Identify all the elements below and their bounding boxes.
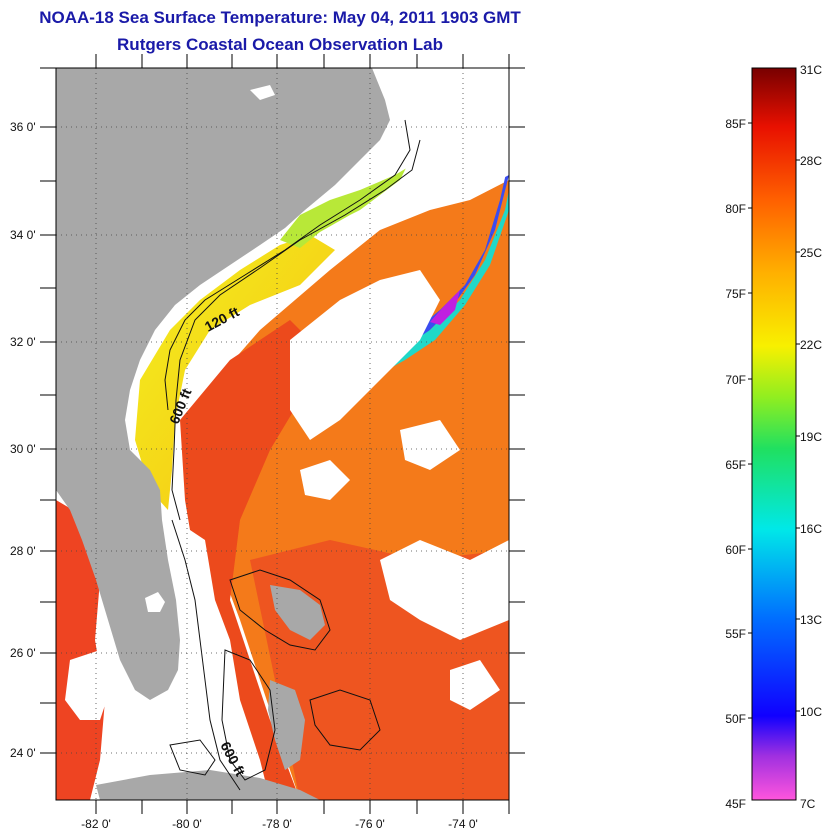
colorbar-label-f: 80F [725,202,746,216]
lon-label: -76 0' [355,817,385,831]
cold-water-purple [430,290,460,325]
colorbar [751,67,797,801]
colorbar-label-f: 65F [725,458,746,472]
gulf-cloud [65,650,110,720]
lon-label: -78 0' [262,817,292,831]
lat-label: 28 0' [10,544,36,558]
lat-label: 24 0' [10,746,36,760]
colorbar-label-c: 25C [800,246,822,260]
cloud-patch [450,660,500,710]
colorbar-label-f: 60F [725,543,746,557]
gulf-stream-band [180,320,310,800]
colorbar-label-c: 22C [800,338,822,352]
colorbar-label-f: 50F [725,712,746,726]
colorbar-label-c: 13C [800,613,822,627]
colorbar-label-c: 16C [800,522,822,536]
bahamas-bank [270,585,325,640]
cloud-cover-strait [175,520,270,800]
map-subtitle: Rutgers Coastal Ocean Observation Lab [117,35,443,54]
bahamas-bank [268,680,305,770]
shelf-water-green [280,150,440,248]
colorbar-ticks [748,122,800,719]
lon-label: -82 0' [81,817,111,831]
colorbar-label-f: 75F [725,287,746,301]
cloud-cover-center [290,270,440,440]
cloud-cover-north [330,70,509,260]
cloud-patch [400,420,460,470]
colorbar-label-c: 10C [800,705,822,719]
colorbar-label-f: 45F [725,797,746,811]
colorbar-label-f: 55F [725,627,746,641]
lat-label: 34 0' [10,228,36,242]
colorbar-label-c: 31C [800,63,822,77]
lat-label: 32 0' [10,335,36,349]
lon-label: -74 0' [448,817,478,831]
gulf-of-mexico-water [56,500,105,800]
bathymetry-contours [164,119,421,791]
axis-ticks [40,54,525,814]
land-cuba [96,770,320,800]
colorbar-label-f: 85F [725,117,746,131]
land-lake-detail [250,85,275,100]
lake-okeechobee [145,592,165,612]
colorbar-label-c: 7C [800,797,816,811]
map-title: NOAA-18 Sea Surface Temperature: May 04,… [39,8,521,27]
colorbar-label-f: 70F [725,373,746,387]
cloud-cover-east [380,540,509,640]
land-southeast-us [56,68,390,700]
lat-label: 30 0' [10,442,36,456]
colorbar-label-c: 19C [800,430,822,444]
graticule [56,68,509,800]
cloud-patch [300,460,350,500]
lon-label: -80 0' [172,817,202,831]
lat-label: 26 0' [10,646,36,660]
lat-label: 36 0' [10,120,36,134]
colorbar-label-c: 28C [800,154,822,168]
